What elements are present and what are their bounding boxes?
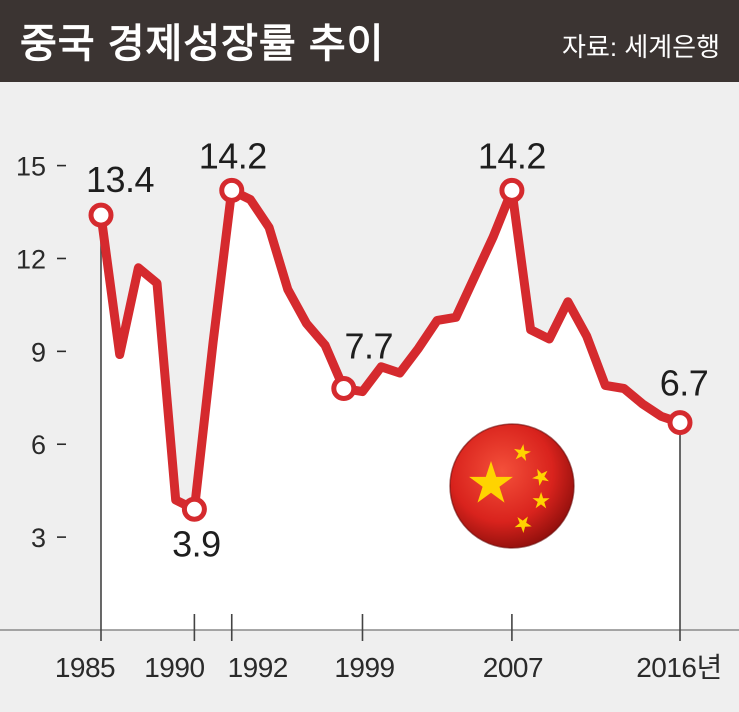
data-label: 6.7 — [660, 363, 709, 404]
flag-small-star-icon — [514, 516, 532, 533]
data-labels: 13.4 3.9 14.2 7.7 14.2 6.7 — [86, 135, 709, 564]
y-tick-label: 3 — [31, 523, 46, 553]
x-axis: 1985 1990 1992 1999 2007 2016년 — [55, 215, 722, 683]
y-tick-label: 9 — [31, 337, 46, 367]
highlight-marker — [88, 202, 114, 228]
highlight-markers — [88, 177, 693, 522]
x-tick-label: 2016년 — [636, 652, 722, 683]
highlight-marker — [667, 410, 693, 436]
data-label: 14.2 — [478, 135, 546, 176]
china-flag-icon — [449, 423, 575, 549]
highlight-marker — [219, 177, 245, 203]
y-tick-label: 15 — [16, 152, 46, 182]
x-tick-label: 1999 — [334, 652, 394, 683]
flag-small-star-icon — [514, 444, 531, 461]
flag-disc — [449, 423, 575, 549]
x-tick-label: 2007 — [483, 652, 543, 683]
data-label: 13.4 — [86, 159, 154, 200]
chart-header: 중국 경제성장률 추이 자료: 세계은행 — [0, 0, 739, 82]
data-label: 14.2 — [199, 135, 267, 176]
flag-large-star-icon — [469, 461, 513, 503]
x-tick-label: 1990 — [144, 652, 204, 683]
flag-small-star-icon — [532, 468, 549, 486]
highlight-marker — [499, 177, 525, 203]
flag-small-star-icon — [532, 492, 550, 509]
y-tick-label: 12 — [16, 244, 46, 274]
data-label: 7.7 — [345, 326, 394, 367]
data-label: 3.9 — [172, 523, 221, 564]
y-tick-label: 6 — [31, 430, 46, 460]
source-note: 자료: 세계은행 — [562, 32, 720, 62]
y-axis: 15 12 9 6 3 — [16, 152, 66, 553]
highlight-marker — [181, 496, 207, 522]
x-tick-label: 1985 — [55, 652, 115, 683]
x-tick-label: 1992 — [228, 652, 288, 683]
highlight-marker — [331, 376, 357, 402]
chart-title: 중국 경제성장률 추이 — [20, 22, 384, 66]
header-bar — [0, 0, 739, 82]
growth-rate-line — [96, 185, 685, 514]
